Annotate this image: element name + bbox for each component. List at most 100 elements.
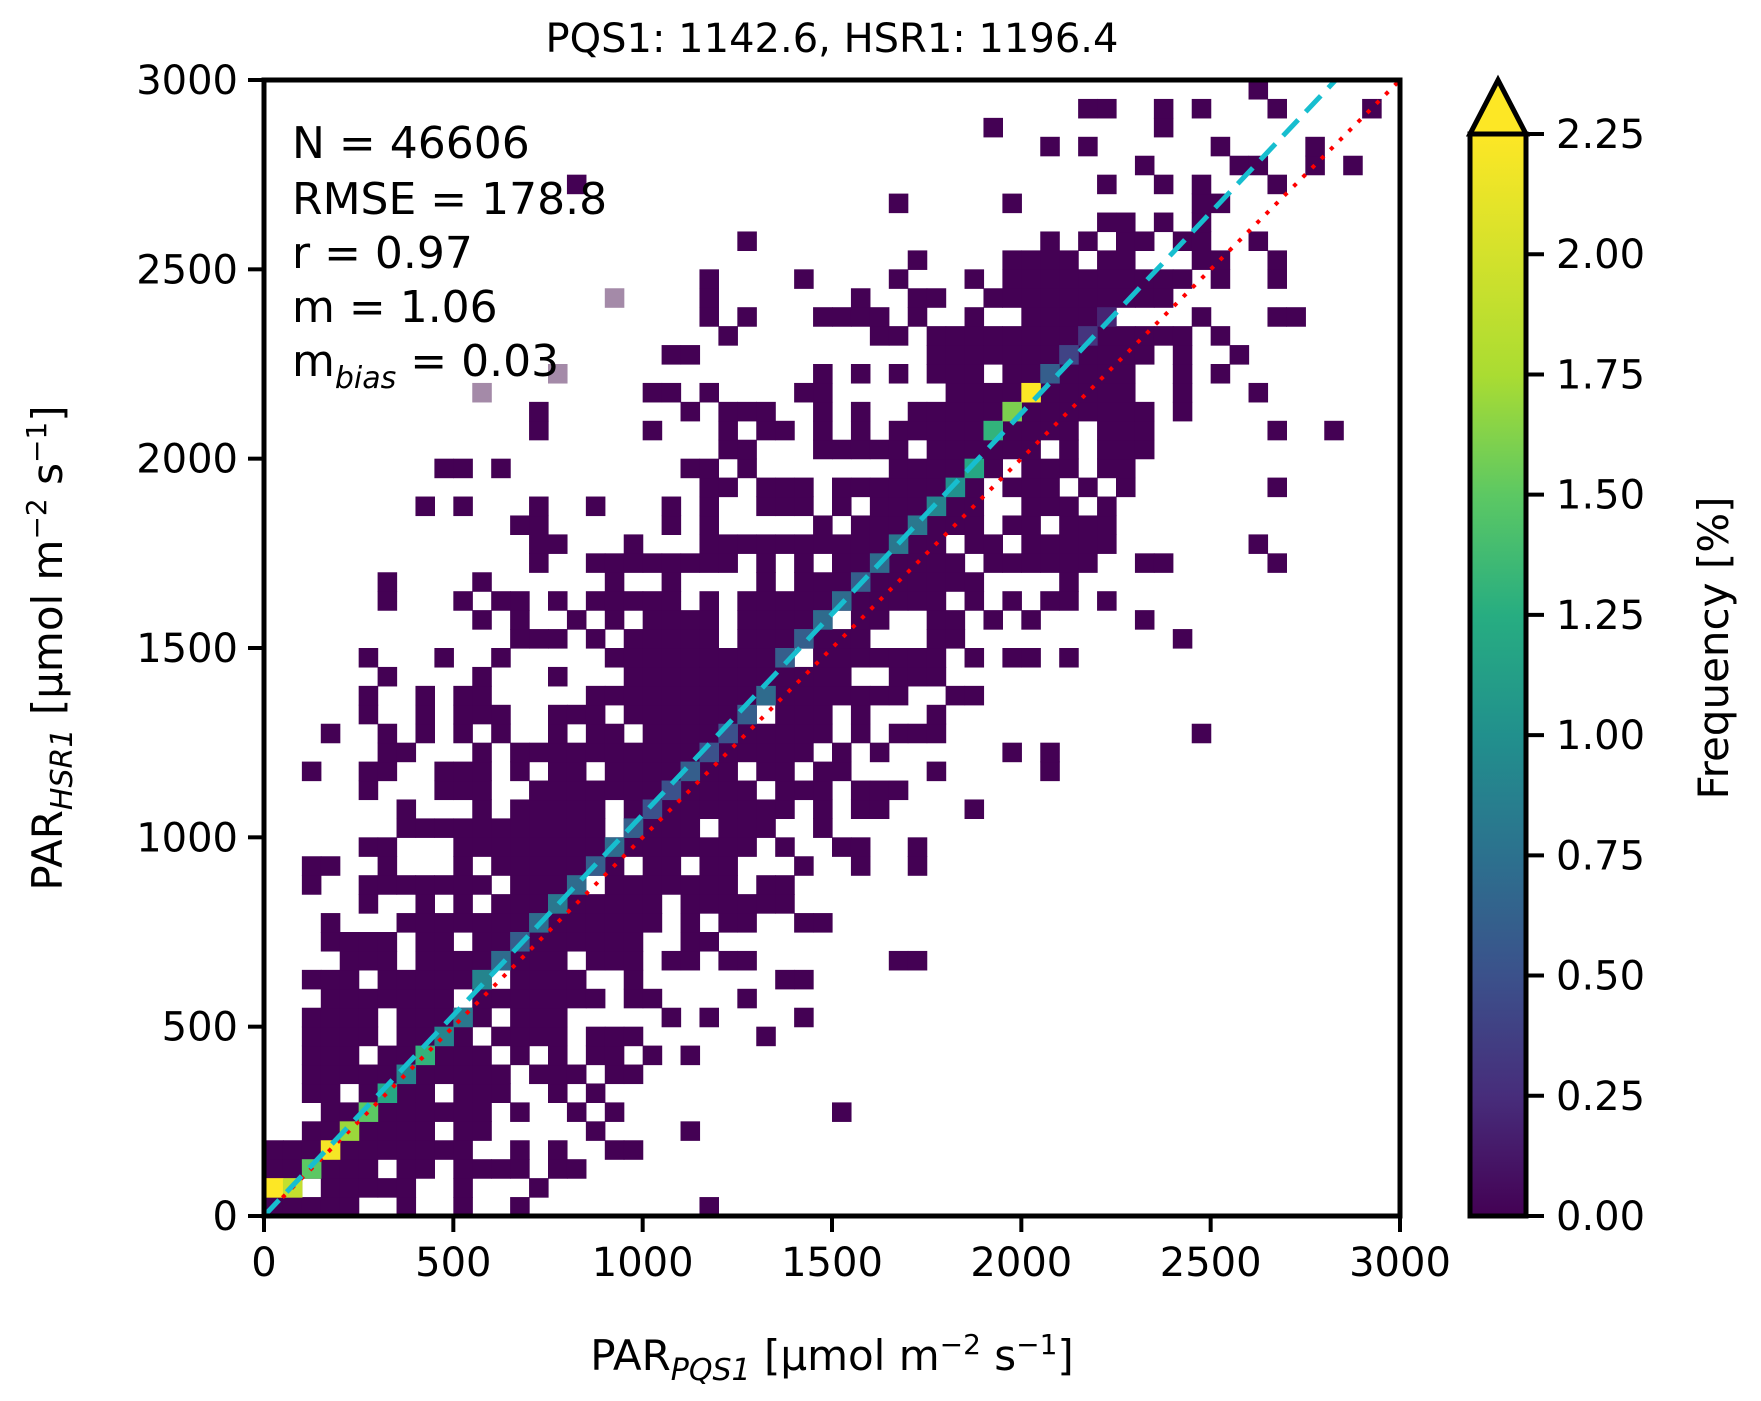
heatmap-cell-background xyxy=(794,685,814,706)
heatmap-cell-background xyxy=(415,1007,435,1028)
heatmap-cell-background xyxy=(1059,439,1079,460)
heatmap-cell-background xyxy=(1210,364,1231,384)
heatmap-cell-background xyxy=(566,932,587,952)
heatmap-cell-background xyxy=(983,117,1003,138)
heatmap-bin xyxy=(491,950,511,971)
heatmap-cell-background xyxy=(415,1140,435,1160)
heatmap-cell-background xyxy=(775,969,795,990)
heatmap-cell-background xyxy=(813,382,833,403)
heatmap-cell-background xyxy=(1021,288,1041,308)
heatmap-cell-background xyxy=(794,382,814,403)
heatmap-cell-background xyxy=(453,1121,473,1141)
heatmap-cell-background xyxy=(699,1007,719,1028)
heatmap-cell-background xyxy=(453,723,473,744)
heatmap-bin xyxy=(1097,307,1117,327)
heatmap-cell-background xyxy=(604,648,625,668)
heatmap-cell-background xyxy=(604,1045,625,1066)
heatmap-cell-background xyxy=(718,837,738,857)
heatmap-cell-background xyxy=(548,1007,568,1028)
heatmap-cell-background xyxy=(1002,288,1022,308)
heatmap-cell-background xyxy=(529,742,549,763)
heatmap-cell-background xyxy=(434,1102,454,1122)
heatmap-cell-background xyxy=(1210,326,1231,346)
heatmap-cell-background xyxy=(358,648,379,668)
heatmap-cell-background xyxy=(964,326,985,346)
heatmap-cell-background xyxy=(888,685,909,706)
heatmap-cell-background xyxy=(832,477,852,498)
heatmap-cell-background xyxy=(775,837,795,857)
heatmap-cell-background xyxy=(320,969,341,990)
heatmap-cell-background xyxy=(888,420,909,441)
heatmap-cell-background xyxy=(472,572,492,592)
heatmap-bin xyxy=(434,1026,454,1047)
heatmap-cell-background xyxy=(869,780,890,801)
heatmap-cell-background xyxy=(832,496,852,517)
heatmap-cell-background xyxy=(661,591,682,611)
heatmap-cell-background xyxy=(661,610,682,630)
heatmap-cell-background xyxy=(301,969,322,990)
heatmap-cell-background xyxy=(1172,629,1193,649)
heatmap-cell-background xyxy=(642,382,663,403)
heatmap-cell-background xyxy=(718,913,738,933)
heatmap-cell-background xyxy=(775,704,795,725)
heatmap-cell-background xyxy=(926,439,947,460)
heatmap-cell-background xyxy=(1059,648,1079,668)
heatmap-cell-background xyxy=(964,591,985,611)
heatmap-cell-background xyxy=(510,761,530,782)
heatmap-cell-background xyxy=(1021,364,1041,384)
colorbar-tick-label: 0.75 xyxy=(1556,833,1645,879)
heatmap-cell-background xyxy=(585,629,606,649)
heatmap-cell-background xyxy=(850,685,871,706)
heatmap-cell-background xyxy=(491,837,511,857)
heatmap-cell-background xyxy=(472,1045,492,1066)
heatmap-cell-background xyxy=(813,572,833,592)
heatmap-cell-background xyxy=(775,496,795,517)
heatmap-cell-background xyxy=(566,780,587,801)
heatmap-cell-background xyxy=(964,685,985,706)
heatmap-cell-background xyxy=(1002,648,1022,668)
heatmap-cell-background xyxy=(472,799,492,819)
heatmap-cell-background xyxy=(510,515,530,535)
heatmap-cell-background xyxy=(775,742,795,763)
heatmap-cell-background xyxy=(850,837,871,857)
heatmap-cell-background xyxy=(510,1007,530,1028)
heatmap-cell-background xyxy=(472,950,492,971)
heatmap-cell-background xyxy=(964,515,985,535)
heatmap-cell-background xyxy=(945,685,966,706)
heatmap-cell-background xyxy=(548,1064,568,1085)
heatmap-cell-background xyxy=(964,420,985,441)
heatmap-cell-background xyxy=(434,988,454,1009)
heatmap-cell-background xyxy=(453,1178,473,1198)
heatmap-cell-background xyxy=(358,685,379,706)
heatmap-cell-background xyxy=(320,1083,341,1103)
heatmap-cell-background xyxy=(737,307,757,327)
heatmap-cell-background xyxy=(888,326,909,346)
heatmap-cell-background xyxy=(548,629,568,649)
stat-mbias: mbias = 0.03 xyxy=(292,336,559,396)
colorbar-tick-label: 0.50 xyxy=(1556,954,1645,1000)
heatmap-cell-background xyxy=(926,572,947,592)
heatmap-cell-background xyxy=(775,534,795,554)
heatmap-cell-background xyxy=(1097,212,1117,233)
heatmap-cell-background xyxy=(491,704,511,725)
heatmap-cell-background xyxy=(888,364,909,384)
heatmap-cell-background xyxy=(320,913,341,933)
heatmap-cell-background xyxy=(1002,382,1022,403)
heatmap-cell-background xyxy=(813,799,833,819)
heatmap-cell-background xyxy=(813,307,833,327)
heatmap-cell-background xyxy=(1134,155,1155,176)
heatmap-cell-background xyxy=(926,629,947,649)
heatmap-cell-background xyxy=(756,496,776,517)
heatmap-cell-background xyxy=(907,950,928,971)
heatmap-cell-background xyxy=(1267,553,1287,573)
heatmap-cell-background xyxy=(320,723,341,744)
heatmap-cell-background xyxy=(926,704,947,725)
heatmap-cell-background xyxy=(1116,288,1136,308)
heatmap-cell-background xyxy=(983,288,1003,308)
heatmap-cell-background xyxy=(737,401,757,422)
heatmap-cell-background xyxy=(396,1178,417,1198)
heatmap-cell-background xyxy=(850,307,871,327)
heatmap-cell-background xyxy=(585,1045,606,1066)
colorbar-tick-label: 2.00 xyxy=(1556,232,1645,278)
heatmap-cell-background xyxy=(775,629,795,649)
